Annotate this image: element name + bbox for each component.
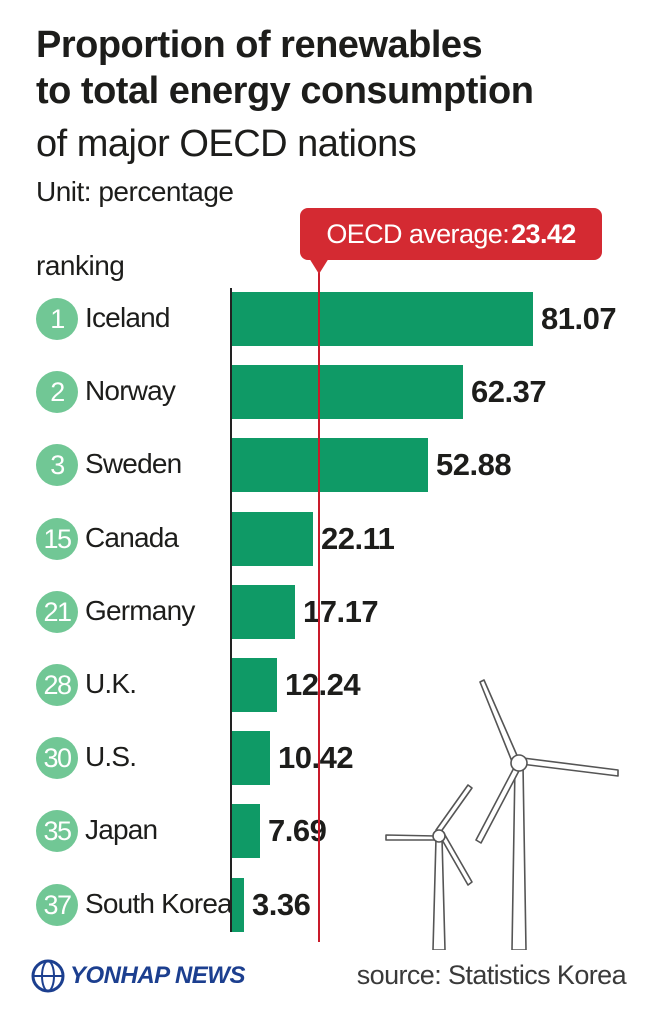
- chart-title: Proportion of renewables to total energy…: [36, 22, 534, 114]
- value-label: 17.17: [303, 594, 379, 629]
- rank-badge: 3: [36, 444, 78, 486]
- wind-turbines-illustration: [385, 679, 619, 950]
- bar: [231, 878, 244, 932]
- unit-label: Unit: percentage: [36, 176, 234, 207]
- rank-badge: 1: [36, 298, 78, 340]
- bar: [231, 365, 463, 419]
- rank-badge: 30: [36, 737, 78, 779]
- bar-row: 28 U.K. 12.24: [0, 658, 650, 712]
- yonhap-logo: YONHAP NEWS: [30, 958, 245, 994]
- value-label: 22.11: [321, 521, 395, 556]
- large-turbine-tower: [511, 764, 527, 950]
- bar: [231, 292, 533, 346]
- bar-row: 21 Germany 17.17: [0, 585, 650, 639]
- bar-row: 2 Norway 62.37: [0, 365, 650, 419]
- bar-row: 35 Japan 7.69: [0, 804, 650, 858]
- ranking-header: ranking: [36, 250, 125, 281]
- oecd-average-value: 23.42: [511, 218, 576, 249]
- value-label: 12.24: [285, 667, 361, 702]
- country-label: Sweden: [85, 448, 182, 479]
- small-turbine-blade-up: [435, 784, 473, 834]
- rank-badge: 28: [36, 664, 78, 706]
- bar-row: 3 Sweden 52.88: [0, 438, 650, 492]
- rank-badge: 2: [36, 371, 78, 413]
- oecd-average-callout: OECD average: 23.42: [300, 208, 602, 260]
- large-turbine-blade-right: [520, 757, 619, 777]
- large-turbine-blade-up: [479, 679, 520, 765]
- country-label: South Korea: [85, 888, 233, 919]
- value-label: 7.69: [268, 813, 327, 848]
- bar: [231, 731, 270, 785]
- bar-row: 30 U.S. 10.42: [0, 731, 650, 785]
- bar: [231, 438, 428, 492]
- bar-row: 37 South Korea 3.36: [0, 878, 650, 932]
- country-label: Iceland: [85, 302, 171, 333]
- logo-text: YONHAP NEWS: [70, 962, 245, 989]
- oecd-average-line: [318, 260, 320, 942]
- title-line-2: to total energy consumption: [36, 70, 534, 112]
- value-label: 62.37: [471, 374, 547, 409]
- small-turbine-blade-left: [385, 834, 437, 841]
- rank-badge: 15: [36, 518, 78, 560]
- callout-pointer: [309, 258, 329, 274]
- oecd-average-label: OECD average:: [326, 218, 510, 249]
- bar-row: 15 Canada 22.11: [0, 512, 650, 566]
- value-label: 10.42: [278, 740, 354, 775]
- small-turbine-hub: [432, 829, 446, 843]
- bar: [231, 512, 313, 566]
- country-label: U.S.: [85, 741, 137, 772]
- bar: [231, 658, 277, 712]
- country-label: Germany: [85, 595, 195, 626]
- small-turbine-blade-down: [440, 834, 473, 886]
- value-label: 3.36: [252, 887, 311, 922]
- chart-subtitle: of major OECD nations: [36, 123, 417, 165]
- y-axis-line: [230, 288, 232, 932]
- title-line-1: Proportion of renewables: [36, 24, 483, 66]
- country-label: U.K.: [85, 668, 137, 699]
- country-label: Japan: [85, 814, 158, 845]
- rank-badge: 37: [36, 884, 78, 926]
- bar-row: 1 Iceland 81.07: [0, 292, 650, 346]
- country-label: Canada: [85, 522, 179, 553]
- globe-icon: [31, 959, 65, 993]
- large-turbine-hub: [510, 754, 528, 772]
- bar: [231, 804, 260, 858]
- bar: [231, 585, 295, 639]
- value-label: 52.88: [436, 447, 512, 482]
- rank-badge: 35: [36, 810, 78, 852]
- country-label: Norway: [85, 375, 176, 406]
- rank-badge: 21: [36, 591, 78, 633]
- source-note: source: Statistics Korea: [356, 960, 627, 990]
- small-turbine-tower: [432, 837, 446, 950]
- value-label: 81.07: [541, 301, 617, 336]
